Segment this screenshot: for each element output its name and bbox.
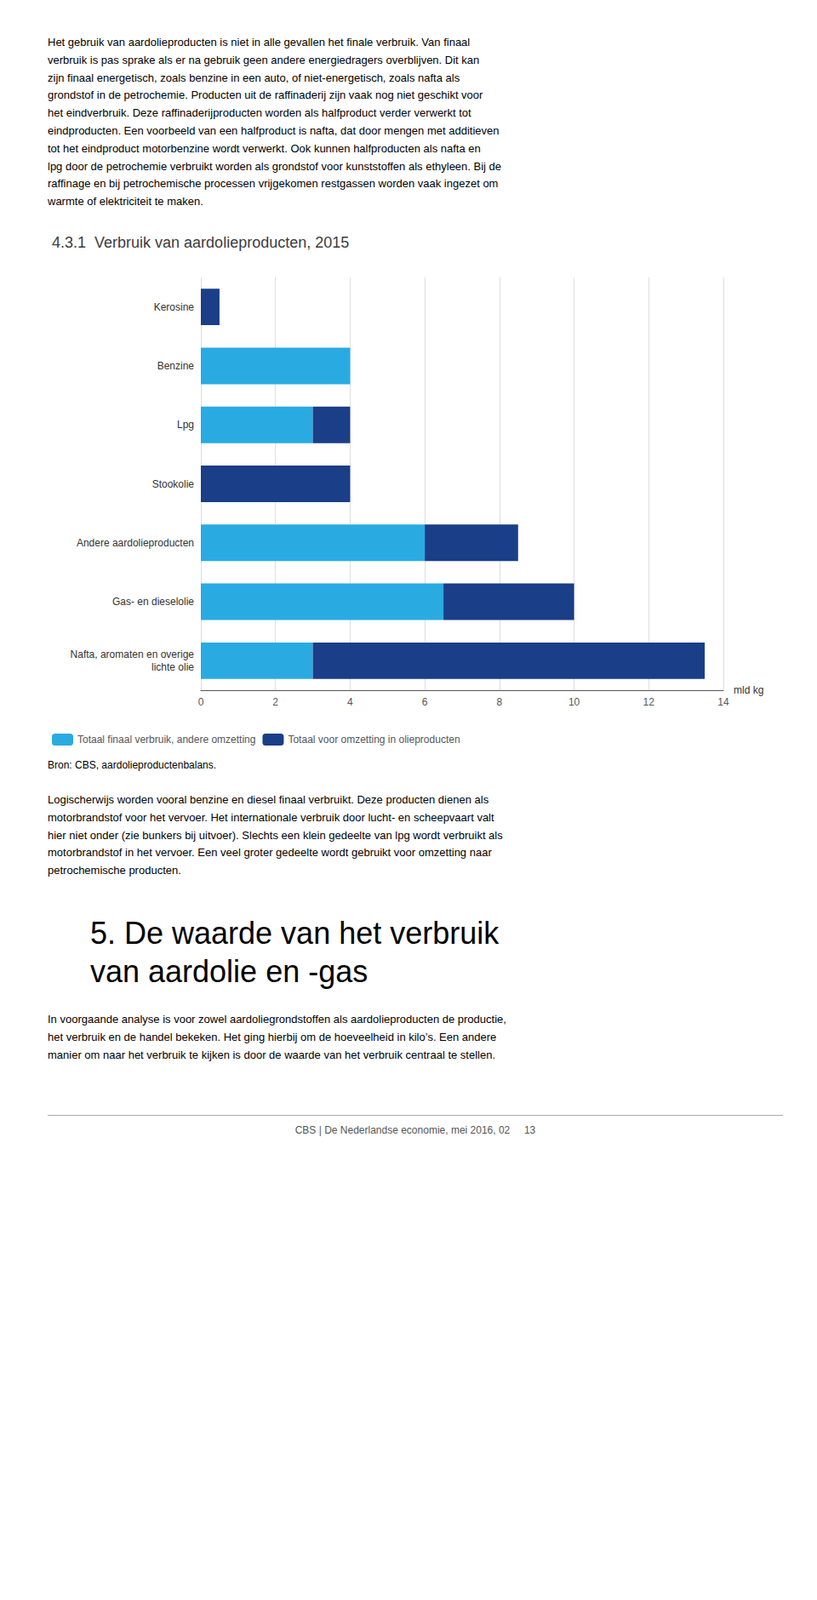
- html-text:CBS | De Nederlandse economie,: CBS | De Nederlandse economie, mei 2016,…: [295, 1124, 536, 1137]
- svg-text:Lpg: Lpg: [177, 418, 195, 431]
- html-text:Bron: CBS, aardolieproductenba: Bron: CBS, aardolieproductenbalans.: [47, 759, 217, 772]
- html-text:5. De waarde van het verbruik: 5. De waarde van het verbruik: [90, 915, 499, 951]
- svg-text:Nafta, aromaten en overige: Nafta, aromaten en overige: [70, 648, 195, 661]
- svg-text:mld kg: mld kg: [733, 684, 764, 697]
- svg-text:4.3.1 Verbruik van aardoliepr: 4.3.1 Verbruik van aardolieproducten, 20…: [51, 234, 349, 252]
- svg-text:Totaal finaal verbruik, andere: Totaal finaal verbruik, andere omzetting: [77, 733, 256, 746]
- html-text:Het gebruik van aardolieproduc: Het gebruik van aardolieproducten is nie…: [47, 35, 502, 208]
- svg-text:Andere aardolieproducten: Andere aardolieproducten: [76, 537, 195, 549]
- svg-text:Benzine: Benzine: [157, 359, 195, 372]
- svg-text:4: 4: [347, 696, 354, 709]
- html-text:In voorgaande analyse is voor: In voorgaande analyse is voor zowel aard…: [47, 1012, 507, 1061]
- svg-text:Gas- en dieselolie: Gas- en dieselolie: [112, 595, 195, 608]
- svg-text:10: 10: [568, 696, 581, 709]
- html-text:Logischerwijs worden vooral be: Logischerwijs worden vooral benzine en d…: [47, 793, 503, 877]
- html-text:van aardolie en -gas: van aardolie en -gas: [90, 954, 368, 989]
- svg-text:Kerosine: Kerosine: [154, 301, 195, 314]
- svg-text:Stookolie: Stookolie: [152, 477, 195, 490]
- svg-text:14: 14: [717, 696, 730, 709]
- svg-text:lichte olie: lichte olie: [151, 661, 195, 674]
- svg-text:2: 2: [272, 696, 279, 709]
- svg-text:0: 0: [198, 696, 205, 709]
- svg-text:Totaal voor omzetting in oliep: Totaal voor omzetting in olieproducten: [287, 733, 460, 746]
- svg-text:6: 6: [422, 696, 429, 709]
- svg-text:8: 8: [497, 696, 503, 709]
- svg-text:12: 12: [643, 696, 656, 709]
